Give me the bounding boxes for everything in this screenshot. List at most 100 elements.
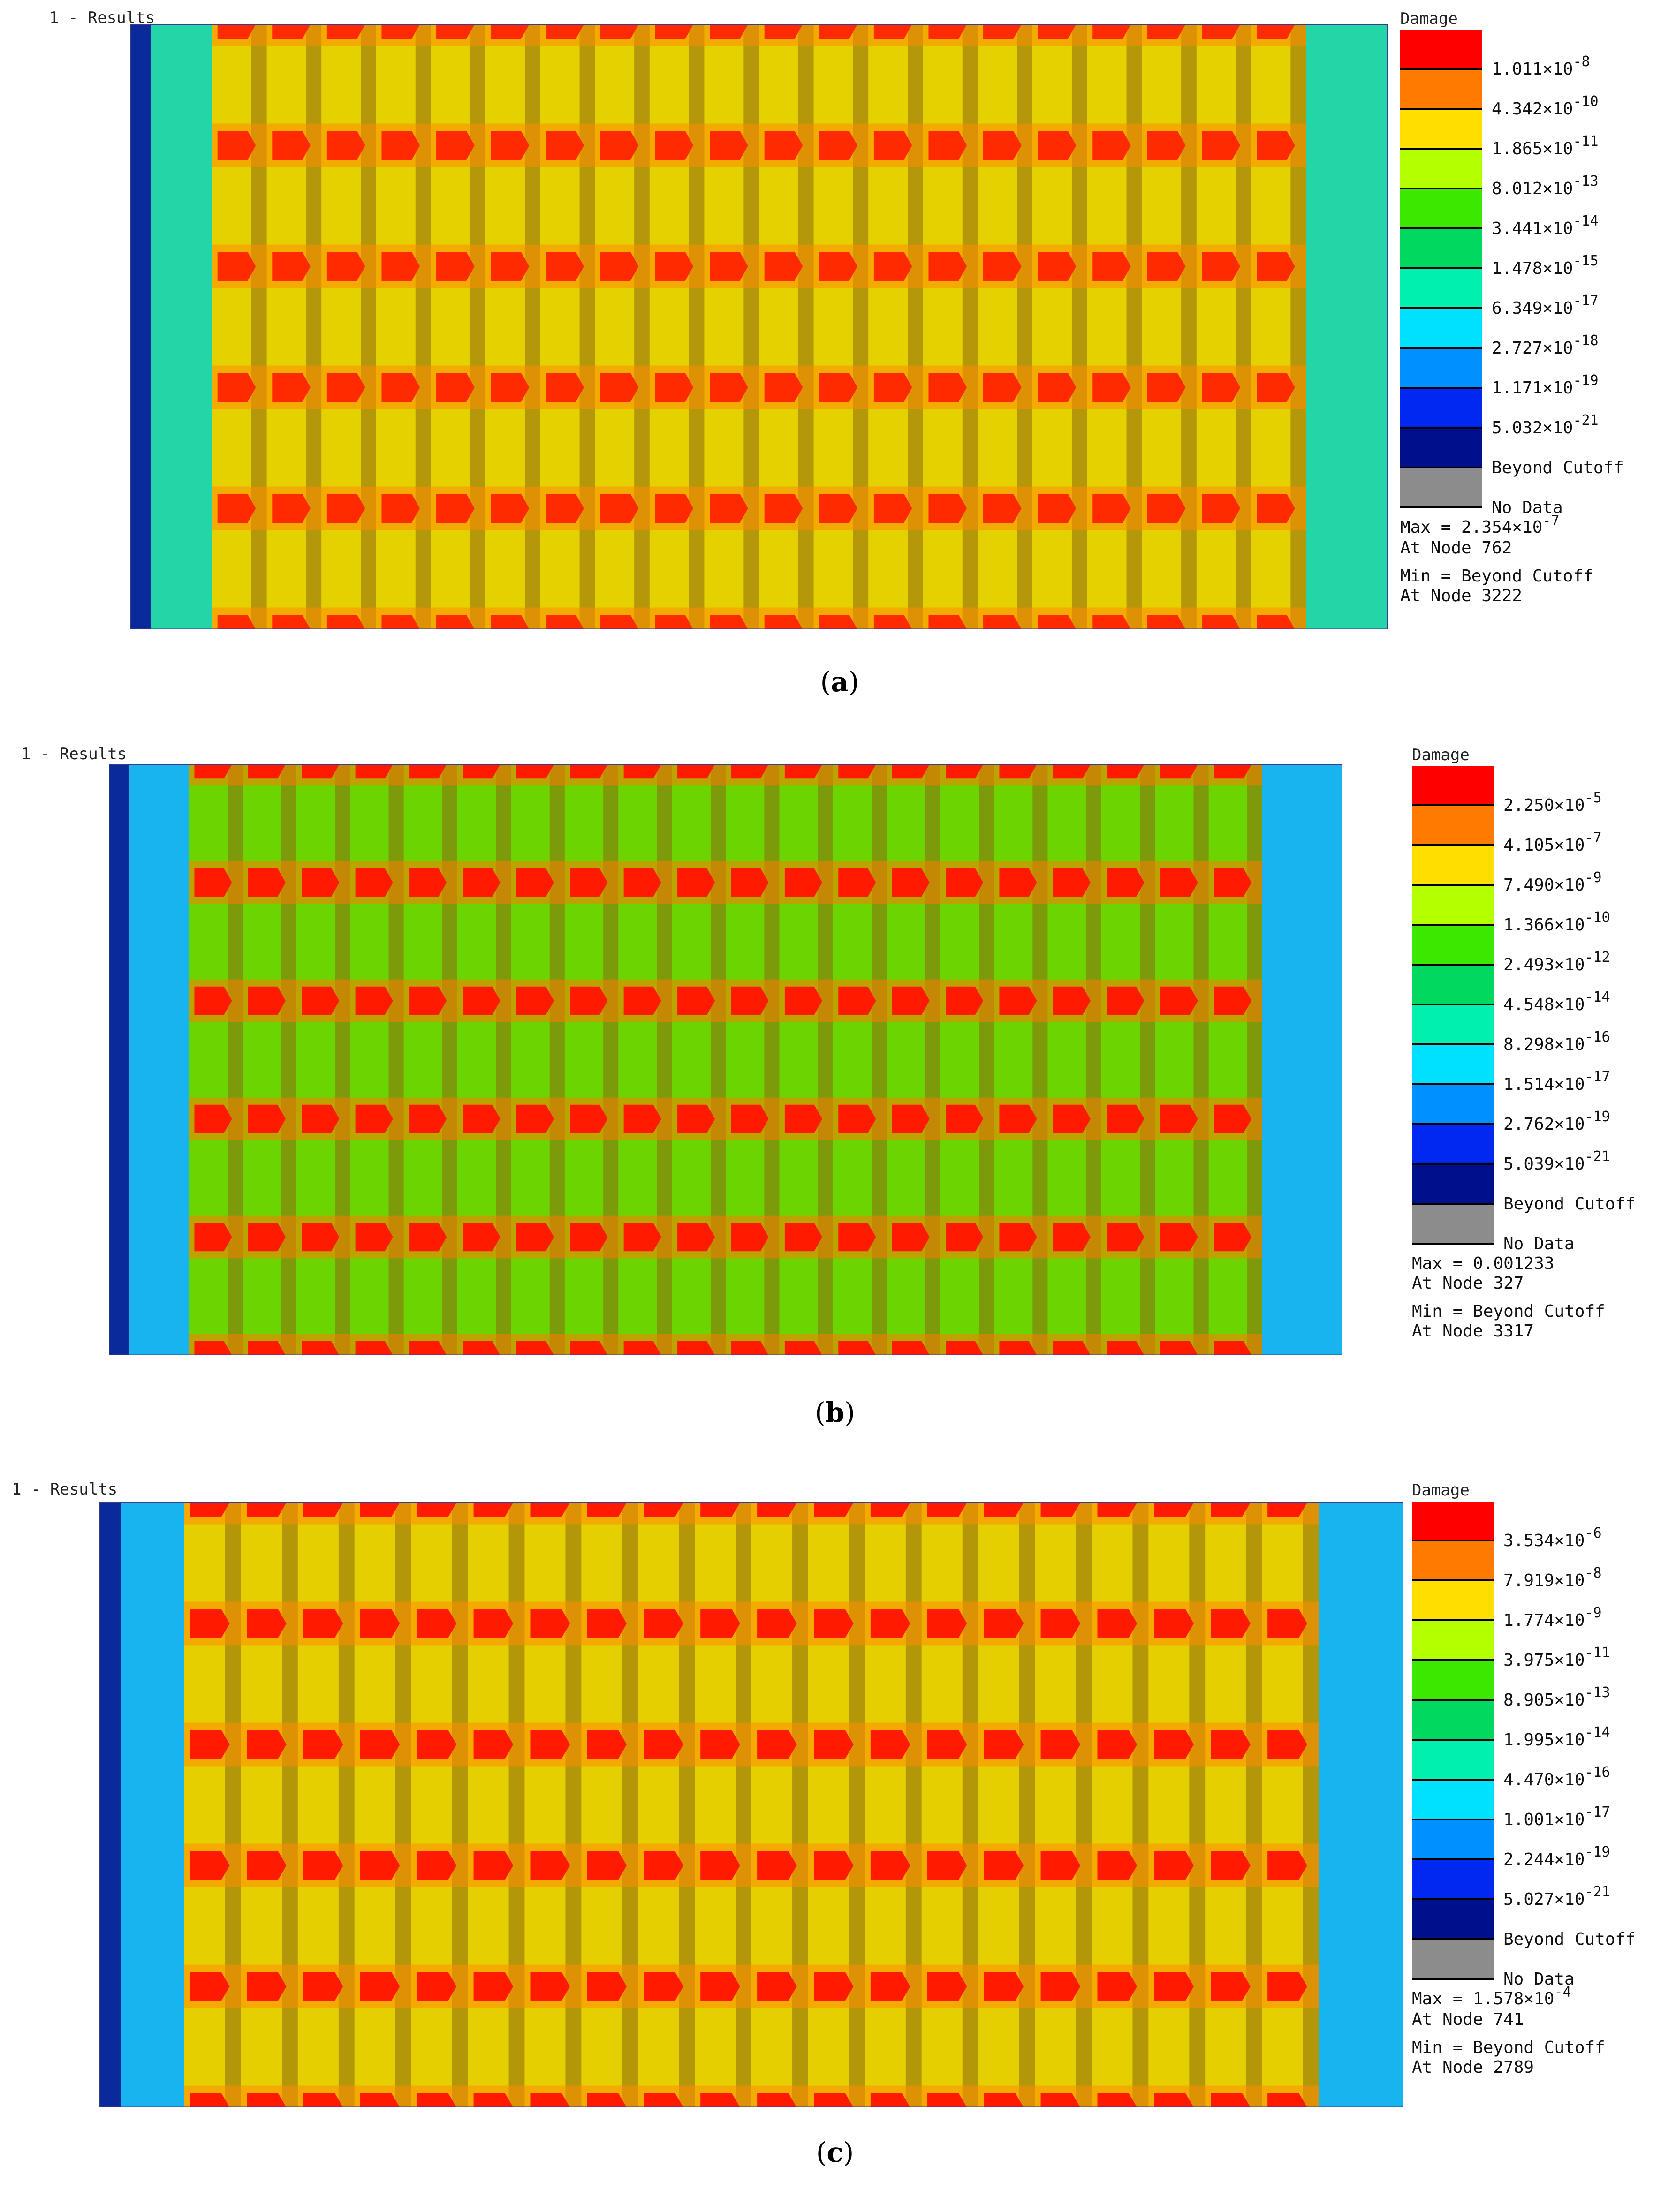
hotspot (409, 1104, 447, 1133)
hotspot (731, 986, 769, 1015)
hotspot (360, 1609, 400, 1638)
hotspot (1038, 373, 1077, 402)
hotspot (303, 1851, 343, 1880)
legend-label: 1.865×10-11 (1492, 133, 1599, 159)
hotspot (1107, 1341, 1145, 1355)
hotspot (757, 1730, 797, 1759)
hotspot (1147, 252, 1186, 281)
stripe-shadow (496, 764, 511, 1355)
hotspot (1211, 2093, 1251, 2107)
stripe-shadow (853, 24, 869, 629)
stripe-shadow (978, 764, 994, 1355)
hotspot (360, 1972, 400, 2001)
stripe-shadow (736, 1502, 751, 2107)
legend-swatch (1400, 229, 1482, 269)
hotspot (248, 764, 286, 779)
left-edge-dark (130, 24, 151, 629)
hotspot (302, 1341, 340, 1355)
hot-band (212, 24, 1306, 46)
hotspot (623, 1223, 661, 1252)
hotspot (1267, 1972, 1307, 2001)
hotspot (928, 252, 967, 281)
hotspot (892, 1223, 930, 1252)
hotspot (1267, 1851, 1307, 1880)
hotspot (272, 24, 311, 39)
legend-label: Beyond Cutoff (1492, 458, 1624, 477)
hotspot (355, 764, 393, 779)
hotspot (516, 1104, 554, 1133)
hotspot (516, 1223, 554, 1252)
stripe-shadow (565, 1502, 582, 2107)
legend-label: 1.774×10-9 (1503, 1605, 1602, 1630)
hotspot (1267, 1730, 1307, 1759)
hotspot (246, 1502, 287, 1517)
hotspot (764, 24, 803, 39)
hotspot (473, 2093, 514, 2107)
hotspot (1038, 252, 1077, 281)
stripe-shadow (225, 1502, 241, 2107)
hotspot (946, 1341, 984, 1355)
hotspot (1160, 1104, 1198, 1133)
hotspot (870, 1730, 910, 1759)
hotspot (1038, 131, 1077, 160)
hotspot (570, 868, 608, 897)
hotspot (491, 24, 530, 39)
right-edge-region (1306, 24, 1388, 629)
stripe-shadow (1086, 764, 1101, 1355)
hotspot (587, 1972, 627, 2001)
hotspot (272, 615, 311, 629)
stripe-shadow (792, 1502, 808, 2107)
hotspot (870, 1972, 910, 2001)
hotspot (655, 24, 694, 39)
hotspot (623, 1341, 661, 1355)
hotspot (784, 764, 822, 779)
legend-label: 8.012×10-13 (1492, 173, 1599, 198)
hotspot (983, 24, 1022, 39)
hotspot (409, 986, 447, 1015)
hotspot (838, 1223, 876, 1252)
hotspot (892, 986, 930, 1015)
hotspot (194, 986, 232, 1015)
hotspot (677, 1104, 715, 1133)
min-value: Min = Beyond Cutoff (1412, 2038, 1605, 2057)
min-node: At Node 3222 (1400, 586, 1523, 605)
hotspot (731, 1223, 769, 1252)
hotspot (1040, 1730, 1081, 1759)
legend-swatch (1412, 1581, 1494, 1621)
hotspot (473, 1502, 514, 1517)
stripe-shadow (818, 764, 833, 1355)
legend-label: Beyond Cutoff (1503, 1194, 1636, 1214)
stripe-shadow (335, 764, 350, 1355)
hotspot (587, 2093, 627, 2107)
hotspot (644, 1609, 683, 1638)
hotspot (1160, 868, 1198, 897)
hotspot (1097, 1972, 1138, 2001)
stripe-shadow (925, 764, 940, 1355)
hotspot (217, 24, 256, 39)
max-node: At Node 762 (1400, 538, 1512, 558)
hotspot (644, 1851, 683, 1880)
hotspot (1202, 494, 1241, 523)
hotspot (217, 373, 256, 402)
hotspot (248, 1104, 286, 1133)
hotspot (463, 764, 501, 779)
hotspot (355, 986, 393, 1015)
stripe-shadow (710, 764, 726, 1355)
right-edge-region (1319, 1502, 1403, 2107)
hotspot (217, 615, 256, 629)
hotspot (700, 1972, 740, 2001)
legend-swatch (1400, 189, 1482, 229)
hotspot (1214, 1223, 1252, 1252)
hotspot (600, 373, 639, 402)
stripe-shadow (743, 24, 759, 629)
hotspot (1053, 1223, 1091, 1252)
hotspot (600, 494, 639, 523)
hotspot (892, 764, 930, 779)
legend-label: 6.349×10-17 (1492, 293, 1599, 318)
hotspot (272, 252, 311, 281)
hotspot (813, 1972, 854, 2001)
legend-title: Damage (1412, 746, 1470, 764)
hotspot (1160, 764, 1198, 779)
hotspot (946, 764, 984, 779)
hotspot (873, 131, 912, 160)
